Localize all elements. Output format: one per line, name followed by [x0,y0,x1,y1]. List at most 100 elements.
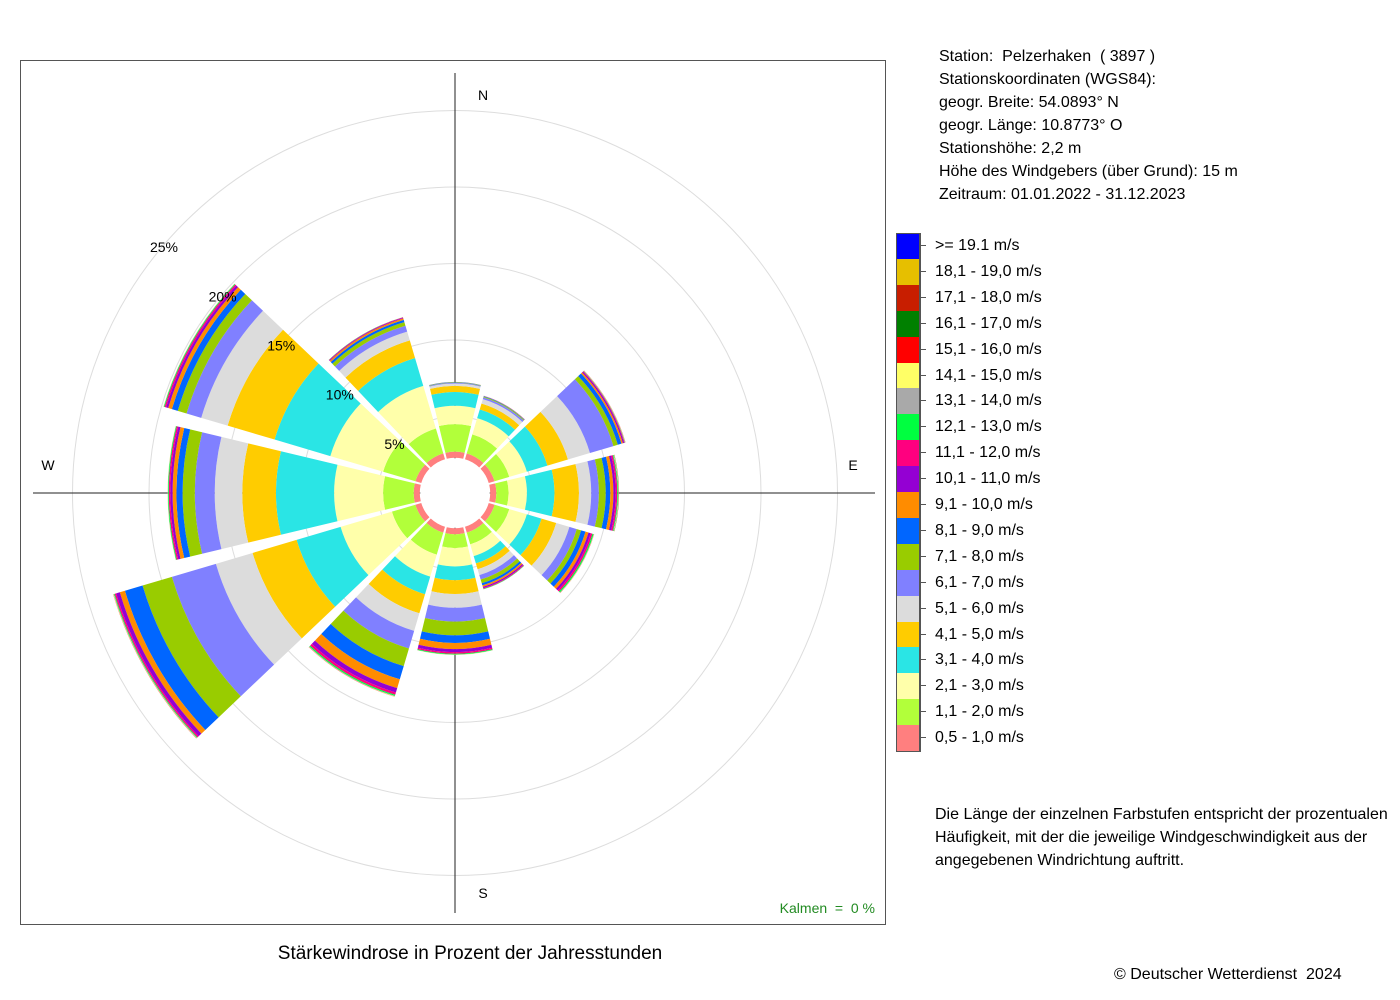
sector-120-bin-8 [550,530,586,587]
sector-120-bin-7 [547,529,582,584]
sector-60-bin-5 [540,396,590,460]
legend-label: 17,1 - 18,0 m/s [935,288,1042,306]
station-coordinates-heading: Stationskoordinaten (WGS84): [939,71,1156,88]
sector-0-bin-9 [429,381,481,386]
sector-180-bin-0 [445,527,465,535]
station-elevation: Stationshöhe: 2,2 m [939,140,1082,157]
sector-150-bin-2 [470,531,501,557]
sector-90-bin-13 [613,454,619,532]
legend-swatch [896,725,920,752]
legend-swatch [896,595,920,622]
sector-180-bin-4 [431,577,479,594]
station-longitude: geogr. Länge: 10.8773° O [939,117,1123,134]
legend-label: 6,1 - 7,0 m/s [935,573,1024,591]
legend-label: 10,1 - 11,0 m/s [935,470,1041,488]
sector-60-bin-8 [578,373,622,445]
sector-180-bin-7 [421,617,489,636]
sector-180-bin-2 [437,546,473,567]
legend-swatch [896,440,920,467]
anemometer-height: Höhe des Windgebers (über Grund): 15 m [939,163,1238,180]
sector-210-bin-4 [368,569,426,614]
sector-240-bin-6 [171,563,275,697]
legend-label: 2,1 - 3,0 m/s [935,677,1024,695]
sector-30-bin-3 [477,409,516,437]
legend-item: 5,1 - 6,0 m/s [896,595,1096,622]
sector-330-bin-5 [339,331,410,378]
legend-tick [920,581,926,583]
sector-270-bin-4 [242,443,281,543]
sector-210-bin-0 [426,518,446,533]
sector-270-bin-9 [172,427,185,559]
legend-label: 14,1 - 15,0 m/s [935,366,1042,384]
sector-90-bin-11 [611,455,618,531]
legend-label: 7,1 - 8,0 m/s [935,547,1024,565]
sector-210-bin-2 [394,539,437,577]
station-name: Station: Pelzerhaken ( 3897 ) [939,48,1156,65]
sector-120-bin-3 [509,514,542,556]
sector-150-bin-7 [480,558,520,584]
legend-tick [920,322,926,324]
legend-swatch [896,647,920,674]
legend-label: 0,5 - 1,0 m/s [935,729,1024,747]
sector-90-bin-5 [575,461,592,525]
station-info: Station: Pelzerhaken ( 3897 ) Stationsko… [939,45,1238,206]
sector-60-bin-6 [557,379,614,454]
sector-30-bin-2 [472,418,509,449]
sector-210-bin-5 [356,584,420,631]
legend-tick [920,270,926,272]
sector-150-bin-4 [475,546,510,570]
compass-label-e: E [848,457,857,473]
calm-circle [420,458,490,528]
sector-180-bin-9 [418,638,492,650]
sector-240-bin-9 [119,590,206,734]
sector-90-bin-9 [606,456,614,530]
sector-330-bin-8 [330,319,405,364]
legend-item: 16,1 - 17,0 m/s [896,310,1096,337]
sector-120-bin-11 [557,533,593,592]
sector-0-bin-8 [429,382,481,386]
sector-270-bin-12 [168,426,177,560]
sector-270-bin-7 [182,429,203,557]
legend-item: >= 19.1 m/s [896,233,1096,259]
sector-270-bin-1 [383,476,415,510]
sector-330-bin-1 [408,428,444,464]
legend-tick [920,504,926,505]
legend-tick [920,400,926,402]
sector-60-bin-2 [496,441,527,477]
sector-0-bin-6 [429,382,481,387]
sector-120-bin-5 [531,522,570,576]
wind-rose-chart: 5% 10% 15% 20% 25% N E S W [33,73,875,913]
legend-swatch [896,310,920,337]
legend-tick [920,426,926,428]
note-line-1: Die Länge der einzelnen Farbstufen entsp… [935,806,1388,823]
sector-240-bin-1 [391,504,426,539]
legend-item: 8,1 - 9,0 m/s [896,517,1096,544]
sector-240-bin-0 [415,502,430,522]
sector-300-bin-6 [186,300,264,418]
sector-150-bin-6 [479,555,518,580]
sector-30-bin-1 [466,434,498,464]
sector-150-bin-1 [466,522,492,545]
legend-tick [920,374,926,376]
legend-label: 18,1 - 19,0 m/s [935,262,1042,280]
sector-60-bin-0 [480,464,495,484]
sector-240-bin-4 [252,539,336,639]
sector-120-bin-2 [496,509,527,545]
sector-120-bin-10 [555,532,591,591]
legend-tick [920,737,926,739]
sector-270-bin-0 [413,483,421,503]
legend-swatch [896,388,920,415]
sector-300-bin-3 [274,363,361,457]
sector-270-bin-5 [214,436,249,550]
legend-tick [920,711,926,713]
legend-swatch [896,233,920,259]
legend-item: 7,1 - 8,0 m/s [896,543,1096,570]
legend-label: >= 19.1 m/s [935,237,1020,254]
legend-label: 4,1 - 5,0 m/s [935,625,1024,643]
legend-item: 0,5 - 1,0 m/s [896,725,1096,752]
compass-label-s: S [478,885,487,901]
sector-240-bin-2 [340,511,408,576]
sector-90-bin-16 [614,454,620,532]
copyright: © Deutscher Wetterdienst 2024 [1114,966,1342,983]
legend-tick [920,296,926,298]
